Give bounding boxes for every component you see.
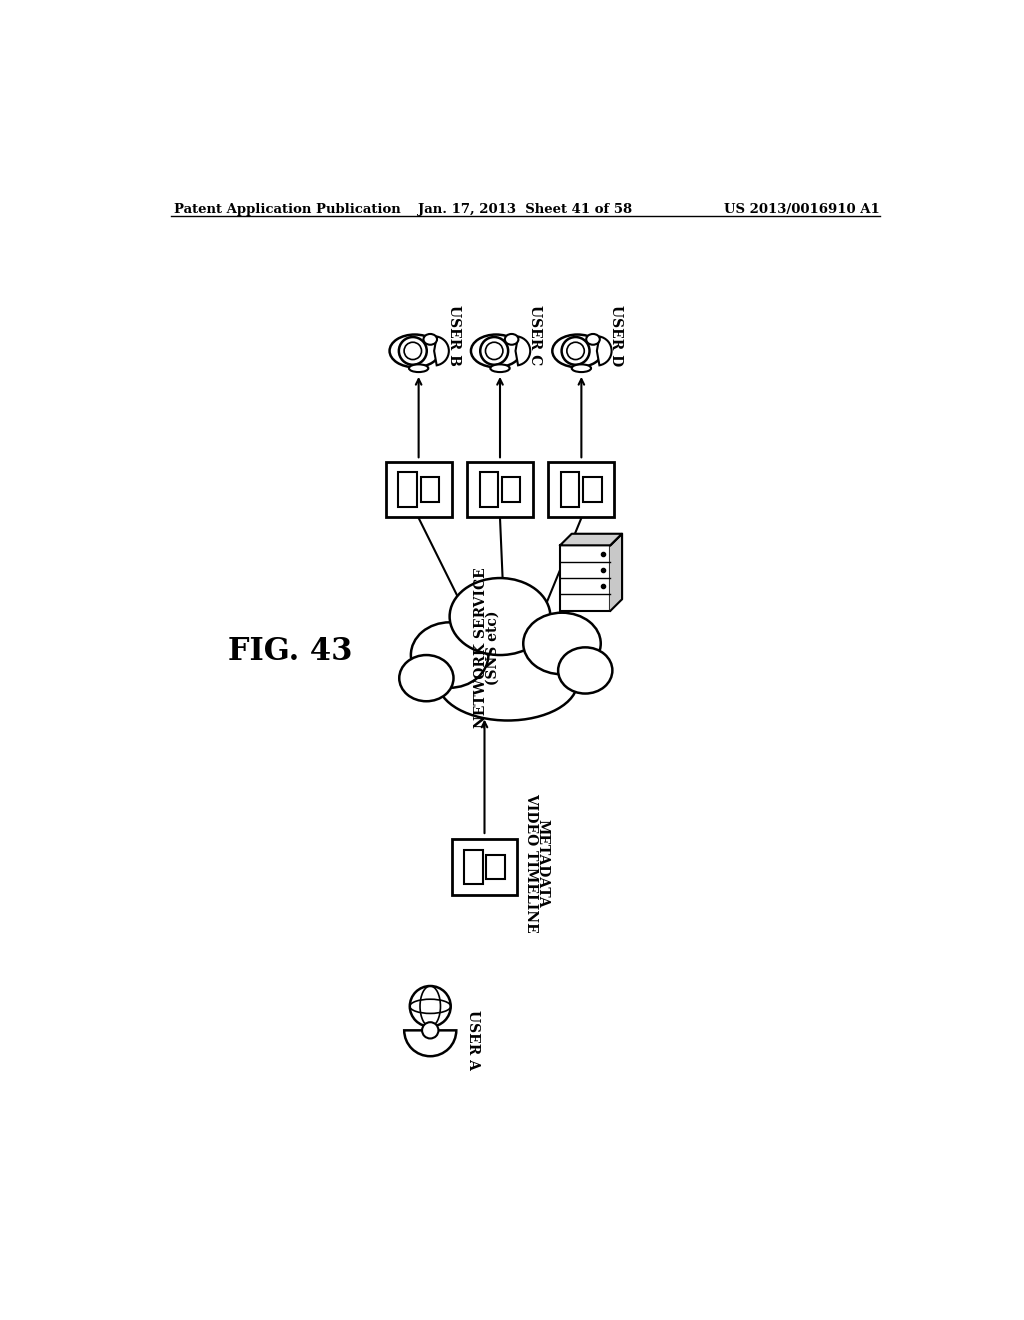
Text: Patent Application Publication: Patent Application Publication [174,203,401,216]
Polygon shape [560,533,622,545]
Text: USER B: USER B [446,305,461,366]
Ellipse shape [505,334,518,345]
Bar [467,462,532,517]
Bar [421,478,439,502]
Polygon shape [610,533,622,611]
Bar [561,473,580,507]
Ellipse shape [399,337,427,364]
Ellipse shape [404,342,422,359]
Circle shape [410,986,451,1027]
Ellipse shape [438,644,578,721]
Wedge shape [597,337,611,366]
Ellipse shape [485,342,503,359]
Ellipse shape [424,334,437,345]
Bar [464,850,482,884]
Bar [584,478,602,502]
Ellipse shape [490,364,510,372]
Ellipse shape [399,655,454,701]
Text: NETWORK SERVICE: NETWORK SERVICE [474,568,487,727]
Ellipse shape [411,622,488,688]
Bar [502,478,520,502]
Ellipse shape [480,337,508,364]
Bar [549,462,614,517]
Text: FIG. 43: FIG. 43 [228,636,353,667]
Bar [571,533,622,599]
Text: USER D: USER D [609,305,624,366]
Wedge shape [404,1031,457,1056]
Wedge shape [515,337,530,366]
Text: USER C: USER C [528,305,542,366]
Text: USER A: USER A [466,1010,480,1071]
Ellipse shape [586,334,600,345]
Ellipse shape [552,334,603,367]
Text: VIDEO TIMELINE: VIDEO TIMELINE [524,793,538,933]
Bar [452,840,517,895]
Text: Jan. 17, 2013  Sheet 41 of 58: Jan. 17, 2013 Sheet 41 of 58 [418,203,632,216]
Ellipse shape [450,578,550,655]
Ellipse shape [571,364,591,372]
Bar [479,473,498,507]
Ellipse shape [558,647,612,693]
Ellipse shape [523,612,601,675]
Circle shape [422,1022,438,1039]
Wedge shape [434,337,449,366]
Ellipse shape [409,364,428,372]
Ellipse shape [471,334,521,367]
Ellipse shape [567,342,585,359]
Bar [386,462,452,517]
Text: METADATA: METADATA [536,818,550,907]
Ellipse shape [389,334,440,367]
Ellipse shape [561,337,590,364]
Bar [486,855,505,879]
Bar [560,545,610,611]
Text: US 2013/0016910 A1: US 2013/0016910 A1 [724,203,880,216]
Bar [398,473,417,507]
Text: (SNS etc): (SNS etc) [485,610,500,685]
